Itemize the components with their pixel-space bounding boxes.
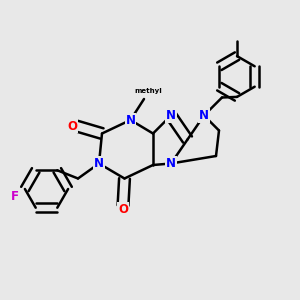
Text: N: N bbox=[125, 113, 136, 127]
Text: N: N bbox=[199, 109, 209, 122]
Text: O: O bbox=[67, 119, 77, 133]
Text: O: O bbox=[118, 202, 128, 216]
Text: methyl: methyl bbox=[135, 88, 162, 94]
Text: N: N bbox=[94, 157, 104, 170]
Text: N: N bbox=[166, 109, 176, 122]
Text: F: F bbox=[11, 190, 18, 203]
Text: N: N bbox=[166, 157, 176, 170]
